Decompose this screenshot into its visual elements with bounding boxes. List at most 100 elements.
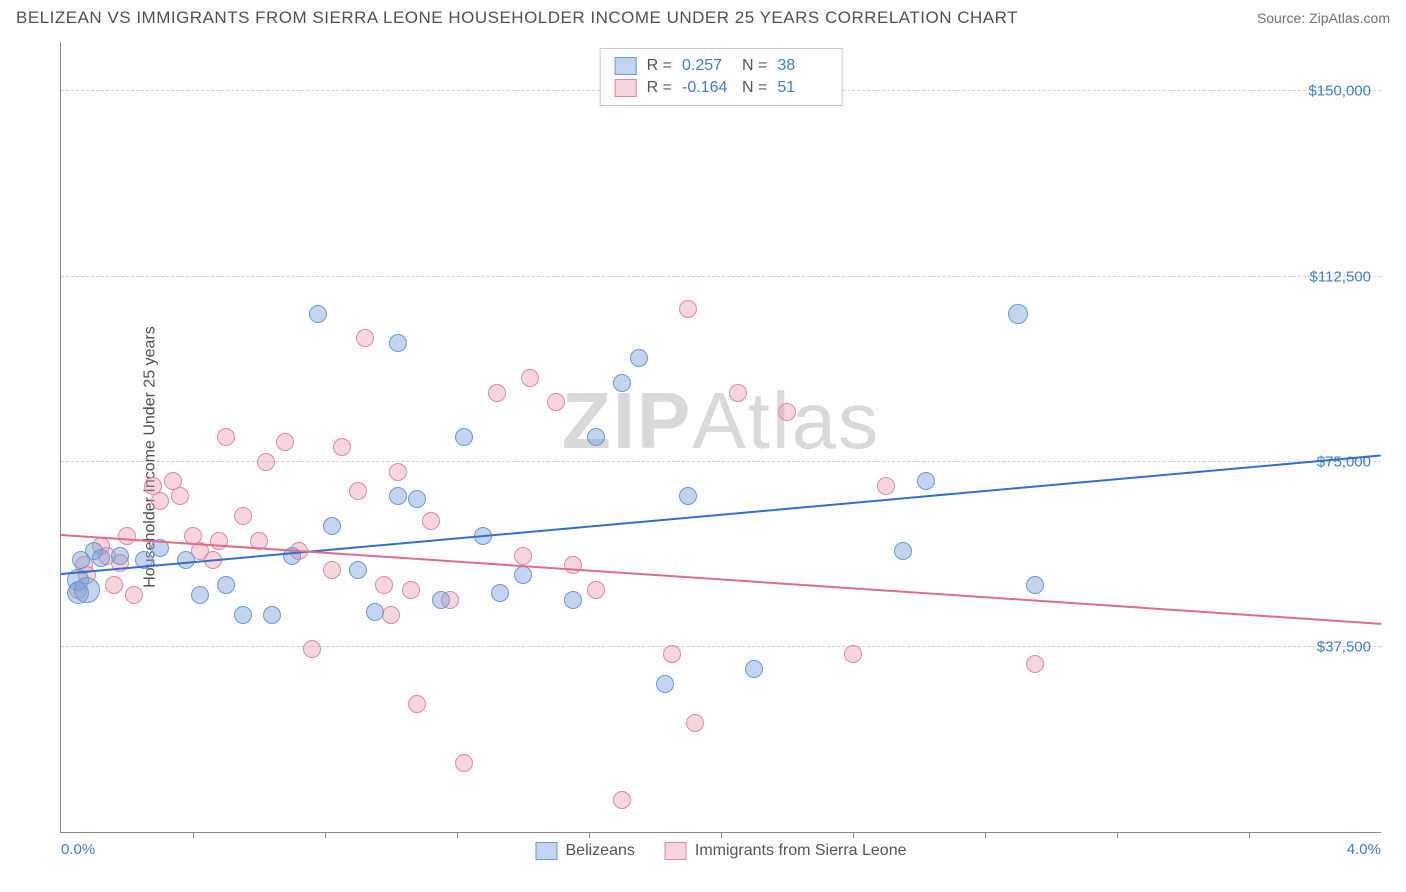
scatter-point xyxy=(1008,304,1028,324)
scatter-point xyxy=(488,384,506,402)
scatter-point xyxy=(171,487,189,505)
scatter-point xyxy=(663,645,681,663)
scatter-point xyxy=(521,369,539,387)
scatter-point xyxy=(877,477,895,495)
scatter-point xyxy=(257,453,275,471)
legend-item: Belizeans xyxy=(535,842,634,860)
scatter-point xyxy=(191,586,209,604)
scatter-point xyxy=(375,576,393,594)
scatter-point xyxy=(422,512,440,530)
scatter-point xyxy=(547,393,565,411)
gridline xyxy=(61,276,1381,277)
legend-swatch xyxy=(615,57,637,75)
scatter-point xyxy=(613,791,631,809)
scatter-point xyxy=(587,581,605,599)
chart-source: Source: ZipAtlas.com xyxy=(1257,10,1390,26)
scatter-point xyxy=(491,584,509,602)
scatter-point xyxy=(234,507,252,525)
scatter-point xyxy=(587,428,605,446)
legend-swatch xyxy=(665,842,687,860)
x-tick xyxy=(985,832,986,838)
scatter-point xyxy=(745,660,763,678)
scatter-point xyxy=(309,305,327,323)
scatter-point xyxy=(125,586,143,604)
scatter-point xyxy=(402,581,420,599)
scatter-point xyxy=(564,591,582,609)
x-tick xyxy=(325,832,326,838)
scatter-point xyxy=(263,606,281,624)
scatter-point xyxy=(432,591,450,609)
scatter-point xyxy=(455,754,473,772)
stats-row: R =0.257N =38 xyxy=(615,55,828,77)
x-tick xyxy=(589,832,590,838)
scatter-point xyxy=(564,556,582,574)
scatter-point xyxy=(323,517,341,535)
scatter-point xyxy=(333,438,351,456)
watermark: ZIPAtlas xyxy=(562,375,880,467)
x-tick xyxy=(721,832,722,838)
scatter-point xyxy=(613,374,631,392)
scatter-point xyxy=(894,542,912,560)
trend-line xyxy=(61,455,1381,575)
gridline xyxy=(61,646,1381,647)
chart-title: BELIZEAN VS IMMIGRANTS FROM SIERRA LEONE… xyxy=(16,8,1018,28)
plot-region: ZIPAtlas $37,500$75,000$112,500$150,0000… xyxy=(60,42,1381,833)
scatter-point xyxy=(408,695,426,713)
scatter-point xyxy=(778,403,796,421)
legend-item: Immigrants from Sierra Leone xyxy=(665,842,907,860)
scatter-point xyxy=(514,547,532,565)
x-tick xyxy=(1249,832,1250,838)
scatter-point xyxy=(323,561,341,579)
scatter-point xyxy=(389,334,407,352)
y-tick-label: $37,500 xyxy=(1317,638,1371,655)
scatter-point xyxy=(389,487,407,505)
scatter-point xyxy=(234,606,252,624)
scatter-point xyxy=(917,472,935,490)
x-tick xyxy=(457,832,458,838)
y-tick-label: $150,000 xyxy=(1308,83,1371,100)
scatter-point xyxy=(382,606,400,624)
scatter-point xyxy=(111,547,129,565)
series-legend: Belizeans Immigrants from Sierra Leone xyxy=(535,842,906,860)
scatter-point xyxy=(686,714,704,732)
y-tick-label: $112,500 xyxy=(1310,268,1371,285)
legend-swatch xyxy=(535,842,557,860)
scatter-point xyxy=(514,566,532,584)
scatter-point xyxy=(74,577,100,603)
scatter-point xyxy=(1026,576,1044,594)
scatter-point xyxy=(679,300,697,318)
legend-swatch xyxy=(615,79,637,97)
scatter-point xyxy=(303,640,321,658)
chart-header: BELIZEAN VS IMMIGRANTS FROM SIERRA LEONE… xyxy=(0,0,1406,32)
scatter-point xyxy=(630,349,648,367)
scatter-point xyxy=(408,490,426,508)
x-axis-min-label: 0.0% xyxy=(61,841,95,858)
x-tick xyxy=(193,832,194,838)
trend-line xyxy=(61,534,1381,625)
scatter-point xyxy=(349,561,367,579)
x-tick xyxy=(1117,832,1118,838)
scatter-point xyxy=(679,487,697,505)
legend-label: Immigrants from Sierra Leone xyxy=(695,842,907,860)
scatter-point xyxy=(105,576,123,594)
scatter-point xyxy=(389,463,407,481)
scatter-point xyxy=(729,384,747,402)
scatter-point xyxy=(276,433,294,451)
scatter-point xyxy=(217,576,235,594)
scatter-point xyxy=(118,527,136,545)
x-axis-max-label: 4.0% xyxy=(1347,841,1381,858)
scatter-point xyxy=(656,675,674,693)
stats-row: R =-0.164N =51 xyxy=(615,77,828,99)
x-tick xyxy=(853,832,854,838)
scatter-point xyxy=(844,645,862,663)
legend-label: Belizeans xyxy=(565,842,634,860)
scatter-point xyxy=(1026,655,1044,673)
scatter-point xyxy=(217,428,235,446)
stats-legend-box: R =0.257N =38R =-0.164N =51 xyxy=(600,48,843,106)
scatter-point xyxy=(356,329,374,347)
scatter-point xyxy=(151,492,169,510)
scatter-point xyxy=(92,549,110,567)
scatter-point xyxy=(349,482,367,500)
scatter-point xyxy=(455,428,473,446)
scatter-point xyxy=(366,603,384,621)
